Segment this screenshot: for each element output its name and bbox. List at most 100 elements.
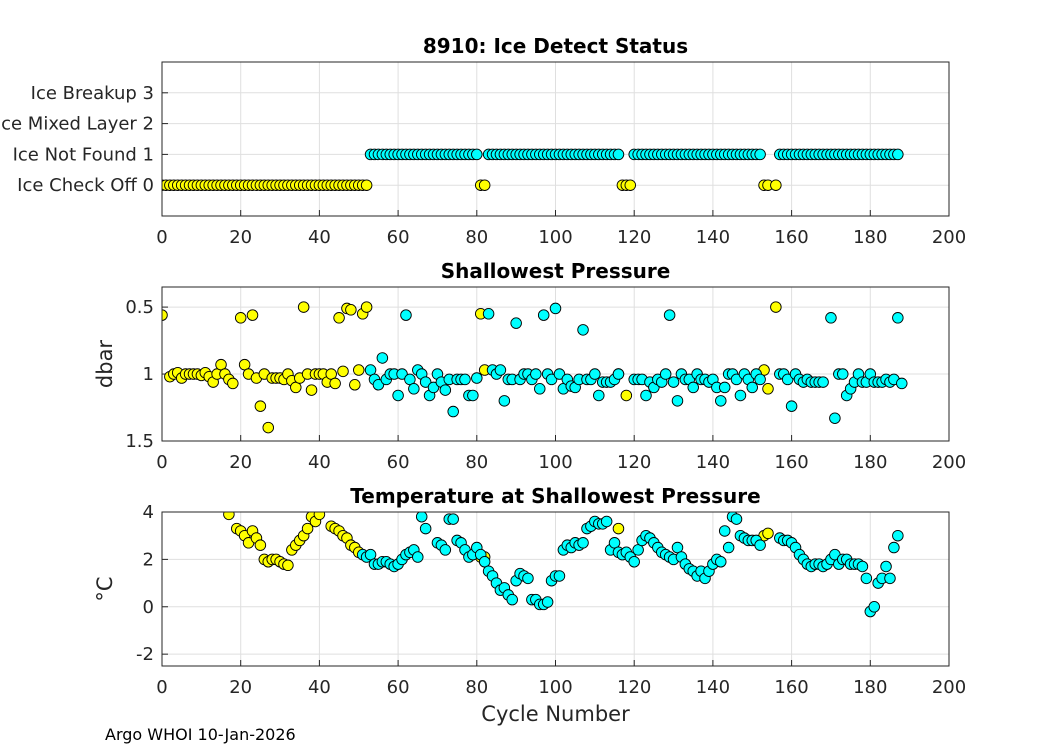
- ice-status-xtick-label: 180: [853, 227, 887, 248]
- temperature-xtick-label: 100: [538, 677, 572, 698]
- temperature-ytick-label: 0: [143, 597, 154, 618]
- pressure-data-point: [353, 364, 365, 376]
- temperature-xtick-label: 160: [774, 677, 808, 698]
- pressure-data-point: [329, 377, 341, 390]
- temperature-data-point: [439, 544, 452, 556]
- pressure-xtick-label: 80: [465, 452, 488, 473]
- ice-status-data-point: [478, 179, 491, 191]
- temperature-data-point: [419, 522, 432, 535]
- pressure-data-point: [746, 381, 759, 394]
- pressure-data-point: [337, 365, 349, 378]
- temperature-data-point: [754, 539, 766, 551]
- temperature-xtick-label: 40: [308, 677, 331, 698]
- pressure-data-point: [162, 309, 168, 321]
- pressure-data-point: [612, 368, 625, 380]
- ice-status-data-point: [770, 179, 782, 191]
- temperature-data-point: [553, 570, 566, 582]
- pressure-xtick-label: 100: [538, 452, 572, 473]
- temperature-xtick-label: 0: [156, 677, 167, 698]
- pressure-data-point: [349, 379, 361, 391]
- pressure-data-point: [467, 389, 479, 402]
- pressure-data-point: [360, 301, 373, 313]
- pressure-data-point: [730, 373, 743, 386]
- pressure-data-point: [671, 395, 684, 407]
- ice-status-ytick-label: Ice Check Off 0: [17, 175, 154, 196]
- temperature-data-point: [884, 572, 896, 585]
- temperature-data-point: [254, 539, 267, 551]
- temperature-data-point: [722, 541, 735, 554]
- temperature-data-point: [600, 515, 613, 528]
- pressure-data-point: [825, 312, 837, 324]
- temperature-data-point: [612, 522, 625, 535]
- ice-status-data-point: [612, 148, 625, 161]
- pressure-data-point: [785, 400, 798, 412]
- pressure-data-point: [718, 381, 731, 394]
- pressure-ylabel: dbar: [93, 340, 117, 389]
- ice-status-data-point: [360, 179, 373, 191]
- temperature-data-point: [412, 551, 424, 563]
- pressure-data-point: [262, 421, 274, 434]
- temperature-data-point: [301, 522, 314, 535]
- pressure-data-point: [659, 368, 672, 380]
- ice-status-xtick-label: 100: [538, 227, 572, 248]
- temperature-data-point: [892, 529, 904, 542]
- ice-status-xtick-label: 40: [308, 227, 331, 248]
- pressure-xtick-label: 200: [932, 452, 966, 473]
- ice-status-xtick-label: 140: [696, 227, 730, 248]
- pressure-data-point: [510, 317, 522, 329]
- ice-status-axes-frame: [161, 61, 950, 217]
- pressure-data-point: [345, 304, 357, 316]
- pressure-xtick-label: 20: [229, 452, 252, 473]
- pressure-data-point: [837, 368, 849, 380]
- pressure-data-point: [227, 377, 239, 390]
- temperature-data-point: [577, 537, 589, 549]
- temperature-data-point: [880, 560, 892, 573]
- ice-status-ytick-label: Ice Breakup 3: [31, 83, 154, 104]
- pressure-data-point: [234, 312, 247, 324]
- pressure-title: Shallowest Pressure: [441, 259, 671, 283]
- temperature-xtick-label: 60: [387, 677, 410, 698]
- pressure-data-point: [254, 400, 267, 412]
- pressure-data-point: [896, 377, 908, 390]
- pressure-data-point: [459, 373, 471, 386]
- pressure-data-point: [447, 405, 459, 418]
- pressure-data-point: [471, 372, 483, 384]
- temperature-ytick-label: 4: [143, 502, 154, 523]
- pressure-data-point: [419, 376, 432, 388]
- temperature-data-point: [860, 572, 873, 585]
- temperature-xtick-label: 80: [465, 677, 488, 698]
- pressure-xtick-label: 120: [617, 452, 651, 473]
- temperature-data-point: [608, 537, 621, 549]
- temperature-axes-frame: [161, 511, 950, 667]
- temperature-data-point: [632, 544, 644, 556]
- pressure-data-point: [687, 381, 699, 394]
- temperature-xtick-label: 200: [932, 677, 966, 698]
- temperature-xtick-label: 140: [696, 677, 730, 698]
- pressure-data-point: [537, 309, 550, 321]
- temperature-data-point: [628, 556, 640, 568]
- pressure-data-point: [396, 368, 408, 380]
- temperature-title: Temperature at Shallowest Pressure: [350, 484, 760, 508]
- temperature-data-point: [223, 512, 235, 521]
- pressure-data-point: [762, 383, 774, 395]
- ice-status-data-point: [892, 148, 904, 161]
- pressure-data-point: [553, 368, 566, 380]
- temperature-ytick-label: 2: [143, 549, 154, 570]
- pressure-xtick-label: 160: [774, 452, 808, 473]
- pressure-data-point: [408, 383, 420, 395]
- ice-status-ytick-label: Ice Mixed Layer 2: [0, 114, 154, 135]
- pressure-data-point: [892, 312, 904, 324]
- pressure-data-point: [754, 373, 766, 386]
- ice-status-data-point: [624, 179, 637, 191]
- temperature-data-point: [888, 541, 900, 554]
- temperature-data-point: [522, 572, 534, 585]
- pressure-data-point: [530, 368, 542, 380]
- pressure-data-point: [305, 384, 318, 396]
- ice-status-xtick-label: 20: [229, 227, 252, 248]
- ice-status-title: 8910: Ice Detect Status: [423, 34, 688, 58]
- pressure-data-point: [534, 383, 546, 395]
- pressure-data-point: [439, 384, 452, 396]
- pressure-data-point: [400, 309, 412, 321]
- pressure-xtick-label: 40: [308, 452, 331, 473]
